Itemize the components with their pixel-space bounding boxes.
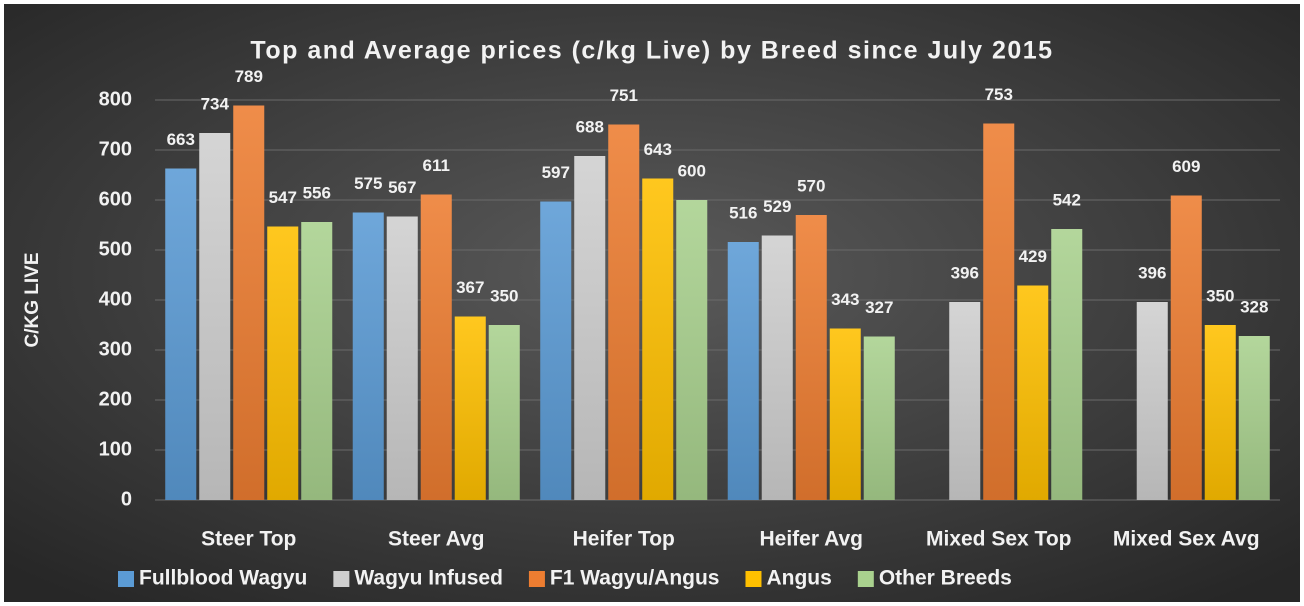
y-tick-label: 800 bbox=[99, 88, 132, 110]
data-label: 611 bbox=[423, 156, 450, 175]
bar bbox=[1017, 285, 1049, 500]
bar bbox=[352, 212, 384, 500]
y-tick-label: 300 bbox=[99, 338, 132, 360]
data-label: 663 bbox=[167, 130, 195, 149]
data-label: 688 bbox=[576, 117, 604, 136]
bar bbox=[267, 226, 299, 500]
bar bbox=[386, 216, 418, 500]
data-label: 556 bbox=[303, 183, 331, 202]
y-tick-label: 600 bbox=[99, 188, 132, 210]
bar bbox=[165, 168, 197, 500]
bar bbox=[454, 316, 486, 500]
data-label: 609 bbox=[1172, 157, 1200, 176]
bar bbox=[727, 242, 759, 500]
bar bbox=[949, 302, 981, 500]
data-label: 753 bbox=[985, 85, 1013, 104]
data-label: 643 bbox=[644, 140, 672, 159]
data-label: 367 bbox=[456, 278, 484, 297]
data-label: 343 bbox=[831, 290, 859, 309]
x-tick-label: Heifer Top bbox=[573, 528, 675, 551]
bar bbox=[199, 133, 231, 500]
legend-label: Angus bbox=[766, 567, 831, 590]
bar bbox=[488, 325, 520, 500]
bar bbox=[1051, 229, 1083, 500]
bar bbox=[795, 215, 827, 500]
y-tick-label: 0 bbox=[121, 488, 132, 510]
bar bbox=[574, 156, 606, 500]
bar bbox=[233, 105, 265, 500]
bar bbox=[983, 123, 1015, 500]
data-label: 734 bbox=[201, 94, 230, 113]
bar bbox=[1204, 325, 1236, 500]
bar bbox=[540, 201, 572, 500]
x-tick-label: Mixed Sex Top bbox=[926, 528, 1071, 551]
bar bbox=[1238, 336, 1270, 500]
bar bbox=[829, 328, 861, 500]
data-label: 751 bbox=[610, 86, 638, 105]
data-label: 567 bbox=[388, 178, 416, 197]
bar bbox=[761, 235, 793, 500]
data-label: 350 bbox=[1206, 286, 1234, 305]
legend-label: Other Breeds bbox=[879, 567, 1012, 590]
data-label: 529 bbox=[763, 197, 791, 216]
legend-swatch bbox=[118, 571, 134, 587]
chart-title: Top and Average prices (c/kg Live) by Br… bbox=[250, 37, 1053, 65]
data-label: 328 bbox=[1240, 297, 1268, 316]
legend-label: Fullblood Wagyu bbox=[139, 567, 307, 590]
legend-label: Wagyu Infused bbox=[354, 567, 503, 590]
data-label: 350 bbox=[490, 286, 518, 305]
data-label: 542 bbox=[1053, 190, 1081, 209]
data-label: 570 bbox=[797, 176, 825, 195]
legend-swatch bbox=[528, 571, 545, 587]
data-label: 600 bbox=[678, 161, 706, 180]
data-label: 396 bbox=[1138, 263, 1166, 282]
y-tick-label: 100 bbox=[99, 438, 132, 460]
bar bbox=[1170, 195, 1202, 500]
data-label: 547 bbox=[269, 188, 297, 207]
bar bbox=[1136, 302, 1168, 500]
y-axis-label: C/KG LIVE bbox=[22, 252, 43, 347]
y-tick-label: 700 bbox=[99, 138, 132, 160]
data-label: 429 bbox=[1019, 247, 1047, 266]
bar bbox=[301, 222, 333, 500]
legend-swatch bbox=[745, 571, 762, 587]
y-tick-label: 500 bbox=[99, 238, 132, 260]
data-label: 575 bbox=[354, 174, 382, 193]
data-label: 327 bbox=[865, 298, 893, 317]
data-label: 789 bbox=[235, 67, 263, 86]
bar bbox=[642, 178, 674, 500]
y-tick-label: 400 bbox=[99, 288, 132, 310]
y-tick-label: 200 bbox=[99, 388, 132, 410]
data-label: 396 bbox=[951, 263, 979, 282]
x-tick-label: Steer Avg bbox=[388, 528, 484, 551]
bar bbox=[420, 194, 452, 500]
x-tick-label: Heifer Avg bbox=[760, 528, 863, 551]
data-label: 516 bbox=[729, 203, 757, 222]
data-label: 597 bbox=[542, 163, 570, 182]
bar bbox=[608, 124, 640, 500]
x-tick-label: Mixed Sex Avg bbox=[1113, 528, 1260, 551]
bar bbox=[863, 336, 895, 500]
legend-label: F1 Wagyu/Angus bbox=[550, 567, 720, 590]
legend-swatch bbox=[857, 571, 874, 587]
bar bbox=[676, 200, 708, 500]
x-tick-label: Steer Top bbox=[201, 528, 296, 551]
legend-swatch bbox=[333, 571, 350, 587]
